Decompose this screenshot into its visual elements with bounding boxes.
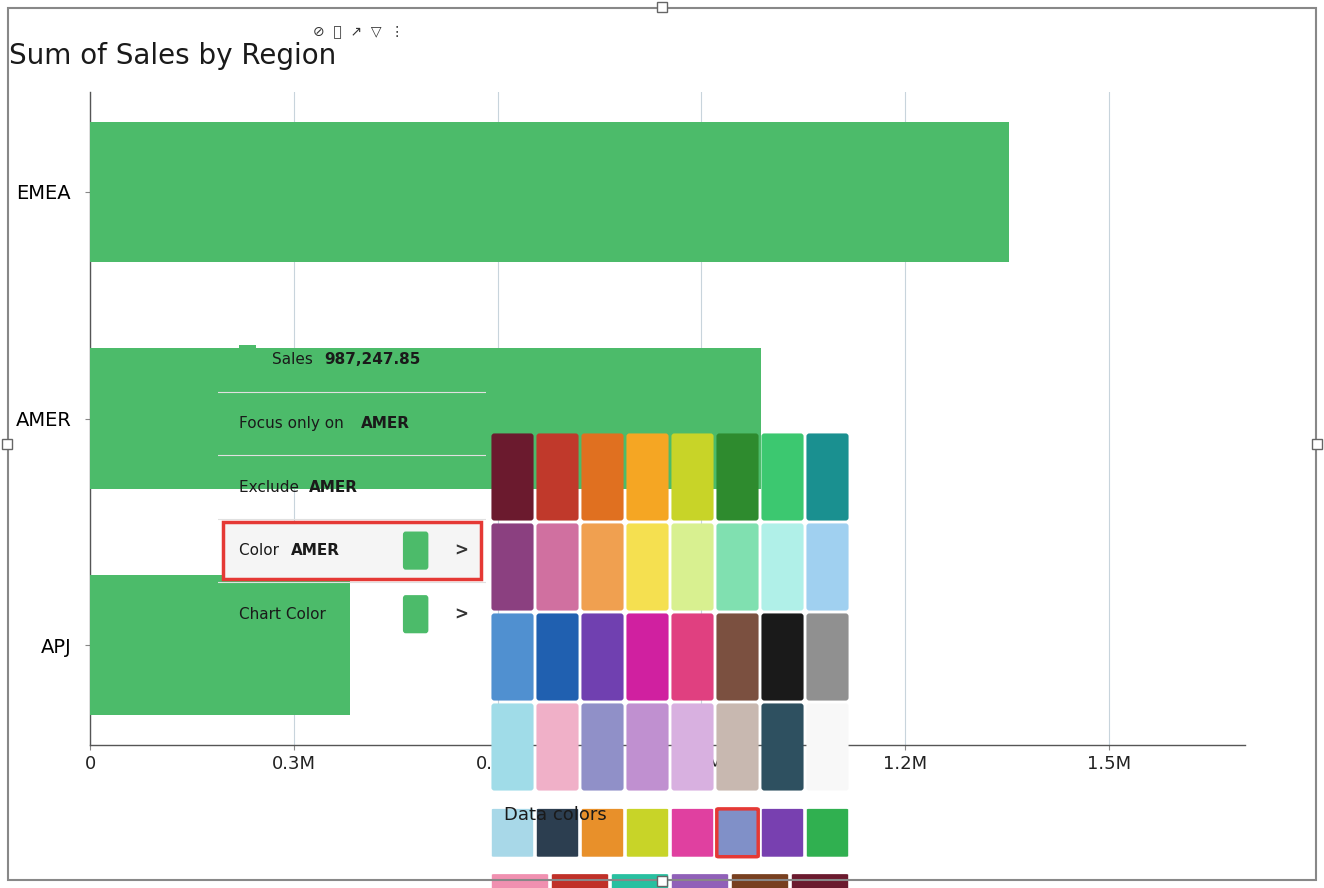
Text: >: > (454, 606, 467, 623)
FancyBboxPatch shape (491, 703, 534, 790)
FancyBboxPatch shape (626, 523, 669, 611)
Text: Sales: Sales (273, 353, 318, 368)
FancyBboxPatch shape (626, 809, 669, 857)
Text: ⊘  📶  ↗  ▽  ⋮: ⊘ 📶 ↗ ▽ ⋮ (314, 24, 405, 38)
FancyBboxPatch shape (671, 614, 714, 701)
FancyBboxPatch shape (491, 809, 534, 857)
Text: Exclude: Exclude (240, 480, 305, 495)
FancyBboxPatch shape (536, 523, 579, 611)
Bar (90, 575, 350, 716)
FancyBboxPatch shape (581, 703, 624, 790)
Bar (90, 348, 761, 488)
FancyBboxPatch shape (224, 522, 481, 579)
FancyBboxPatch shape (671, 703, 714, 790)
Bar (3, 439, 12, 449)
Text: AMER: AMER (360, 416, 409, 431)
Bar (657, 2, 667, 12)
FancyBboxPatch shape (491, 433, 534, 520)
Text: Data colors: Data colors (504, 806, 608, 824)
FancyBboxPatch shape (671, 809, 714, 857)
FancyBboxPatch shape (716, 523, 759, 611)
FancyBboxPatch shape (626, 433, 669, 520)
FancyBboxPatch shape (671, 874, 728, 888)
Text: Color: Color (240, 543, 285, 558)
FancyBboxPatch shape (761, 433, 804, 520)
Bar (657, 876, 667, 886)
FancyBboxPatch shape (581, 614, 624, 701)
FancyBboxPatch shape (581, 433, 624, 520)
FancyBboxPatch shape (716, 809, 759, 857)
FancyBboxPatch shape (536, 433, 579, 520)
FancyBboxPatch shape (761, 703, 804, 790)
Bar (90, 122, 1009, 262)
FancyBboxPatch shape (626, 703, 669, 790)
FancyBboxPatch shape (761, 614, 804, 701)
FancyBboxPatch shape (806, 614, 849, 701)
FancyBboxPatch shape (581, 523, 624, 611)
Text: AMER: AMER (291, 543, 340, 558)
Text: Chart Color: Chart Color (240, 607, 326, 622)
FancyBboxPatch shape (612, 874, 669, 888)
FancyBboxPatch shape (240, 345, 257, 374)
FancyBboxPatch shape (806, 809, 849, 857)
FancyBboxPatch shape (806, 523, 849, 611)
FancyBboxPatch shape (581, 809, 624, 857)
FancyBboxPatch shape (761, 523, 804, 611)
FancyBboxPatch shape (402, 532, 429, 570)
FancyBboxPatch shape (761, 809, 804, 857)
Text: AMER: AMER (308, 480, 357, 495)
Bar (1312, 439, 1321, 449)
FancyBboxPatch shape (671, 523, 714, 611)
FancyBboxPatch shape (806, 433, 849, 520)
FancyBboxPatch shape (716, 703, 759, 790)
FancyBboxPatch shape (806, 703, 849, 790)
FancyBboxPatch shape (491, 523, 534, 611)
Text: Sum of Sales by Region: Sum of Sales by Region (9, 43, 336, 70)
FancyBboxPatch shape (716, 614, 759, 701)
FancyBboxPatch shape (536, 703, 579, 790)
FancyBboxPatch shape (536, 614, 579, 701)
Text: >: > (454, 542, 467, 559)
FancyBboxPatch shape (402, 595, 429, 633)
FancyBboxPatch shape (732, 874, 788, 888)
FancyBboxPatch shape (626, 614, 669, 701)
FancyBboxPatch shape (491, 874, 548, 888)
FancyBboxPatch shape (491, 614, 534, 701)
FancyBboxPatch shape (552, 874, 608, 888)
FancyBboxPatch shape (716, 433, 759, 520)
FancyBboxPatch shape (792, 874, 849, 888)
FancyBboxPatch shape (671, 433, 714, 520)
Text: Focus only on: Focus only on (240, 416, 350, 431)
FancyBboxPatch shape (536, 809, 579, 857)
Text: 987,247.85: 987,247.85 (324, 353, 421, 368)
